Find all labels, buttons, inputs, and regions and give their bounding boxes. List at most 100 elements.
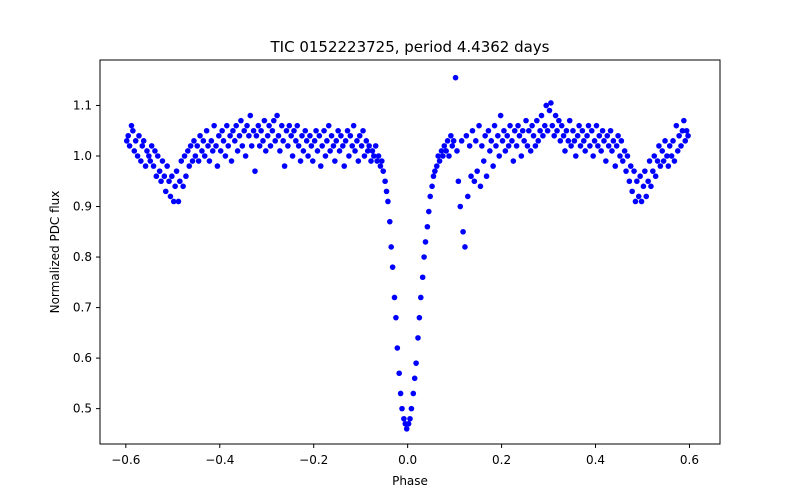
data-point (361, 153, 368, 159)
data-point (558, 122, 565, 129)
data-point (206, 158, 213, 164)
data-point (674, 148, 681, 154)
data-point (363, 138, 370, 144)
y-tick-label: 0.9 (73, 200, 92, 214)
data-point (504, 132, 511, 139)
data-point (255, 122, 262, 129)
data-point (446, 153, 452, 159)
data-point (191, 138, 197, 144)
data-point (344, 127, 351, 134)
data-point (283, 127, 290, 134)
y-axis-label: Normalized PDC flux (48, 191, 62, 314)
data-point (429, 183, 435, 190)
data-point (427, 193, 434, 200)
data-point (530, 132, 537, 139)
y-tick-label: 1.0 (73, 149, 92, 163)
data-point (408, 405, 415, 412)
data-point (144, 148, 150, 154)
data-point (313, 127, 319, 134)
data-point (286, 122, 293, 129)
data-point (162, 188, 169, 195)
data-point (448, 132, 454, 139)
y-tick-label: 0.7 (73, 301, 92, 315)
data-point (562, 148, 568, 154)
data-point (488, 138, 495, 144)
data-point (278, 122, 285, 129)
data-point (425, 208, 432, 215)
data-point (449, 143, 456, 149)
data-point (681, 117, 687, 124)
data-point (516, 132, 523, 139)
data-point (444, 138, 451, 144)
data-point (382, 178, 388, 185)
data-point (534, 117, 540, 124)
data-point (167, 193, 174, 200)
data-point (260, 138, 266, 144)
data-point (405, 420, 412, 427)
data-point (468, 173, 474, 180)
data-point (548, 100, 554, 106)
y-axis-ticks: 0.5 0.6 0.7 0.8 0.9 1.0 1.1 (73, 98, 100, 416)
data-point (336, 148, 343, 154)
data-point (510, 158, 517, 164)
data-point (128, 122, 135, 129)
data-point (175, 198, 182, 205)
x-tick-label: −0.4 (205, 453, 234, 467)
x-axis-ticks: −0.6 −0.4 −0.2 0.0 0.2 0.4 0.6 (111, 444, 699, 467)
data-point (388, 244, 395, 250)
data-point (464, 193, 471, 200)
data-point (258, 127, 264, 134)
data-point (299, 132, 305, 139)
data-point (685, 132, 691, 139)
data-point (595, 143, 601, 149)
data-point (297, 158, 304, 164)
data-point (368, 158, 374, 164)
data-point (246, 132, 252, 139)
data-point (153, 173, 160, 180)
data-point (148, 143, 155, 149)
y-tick-label: 0.5 (73, 402, 92, 416)
data-point (377, 163, 384, 169)
data-point (523, 117, 529, 124)
data-point (676, 132, 682, 139)
data-point (502, 148, 509, 154)
data-point (205, 143, 211, 149)
data-point (236, 132, 243, 139)
data-point (552, 112, 559, 119)
data-point (253, 132, 260, 139)
data-point (632, 198, 639, 205)
data-point (560, 132, 567, 139)
data-point (411, 375, 418, 382)
data-point (637, 173, 643, 180)
data-point (159, 158, 166, 164)
data-point (496, 153, 503, 159)
data-point (638, 198, 645, 205)
data-point (443, 148, 449, 154)
data-point (146, 153, 152, 159)
data-point (678, 143, 684, 149)
data-point (311, 138, 318, 144)
data-point (347, 132, 354, 139)
data-point (544, 127, 551, 134)
data-point (227, 132, 233, 139)
data-point (185, 148, 191, 154)
data-point (460, 228, 466, 235)
data-point (665, 163, 672, 169)
data-point (554, 127, 560, 134)
data-point (267, 143, 274, 149)
data-point (192, 153, 199, 159)
data-point (200, 138, 207, 144)
data-point (584, 132, 590, 139)
data-point (375, 153, 382, 159)
data-point (181, 153, 188, 159)
data-point (354, 138, 360, 144)
data-point (471, 178, 478, 185)
data-point (599, 127, 606, 134)
data-point (650, 168, 656, 174)
data-point (169, 173, 175, 180)
data-point (238, 117, 244, 124)
data-point (356, 132, 363, 139)
data-point (173, 168, 180, 174)
plot-area-frame (99, 59, 721, 445)
